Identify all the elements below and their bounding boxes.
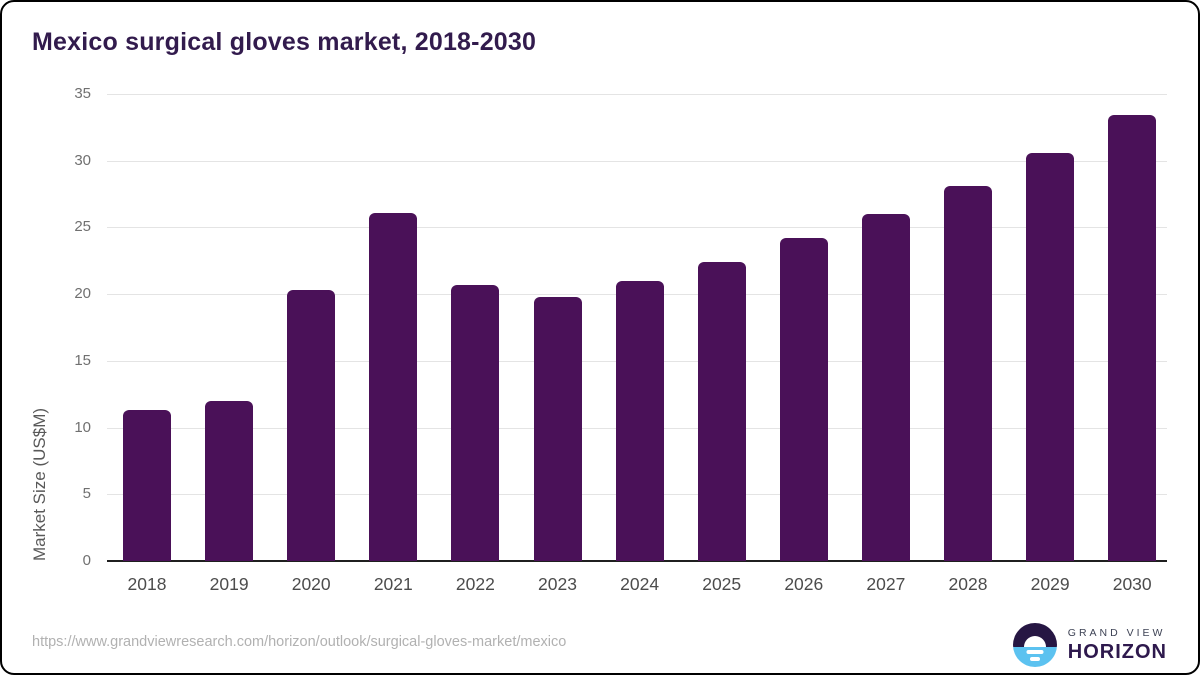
bar-2025 [697, 262, 746, 561]
bar-2023 [533, 296, 582, 561]
bar-2024 [615, 280, 664, 561]
gridline-y35 [107, 94, 1167, 95]
logo-sun [1023, 636, 1046, 647]
x-tick-label-2023: 2023 [538, 574, 577, 594]
bar-2028 [944, 186, 992, 561]
bar-2021 [369, 212, 418, 561]
logo-horizon: HORIZON [1067, 640, 1167, 663]
x-tick-label-2026: 2026 [784, 574, 824, 594]
bar-2018 [123, 410, 171, 561]
source-url: https://www.grandviewresearch.com/horizo… [32, 634, 567, 650]
y-tick-label-0: 0 [82, 552, 91, 569]
x-tick-label-2021: 2021 [373, 574, 413, 594]
x-tick-label-2030: 2030 [1112, 574, 1152, 594]
bar-2027 [861, 214, 910, 561]
x-tick-label-2024: 2024 [620, 574, 660, 594]
y-tick-label-20: 20 [74, 285, 91, 303]
y-tick-label-10: 10 [74, 418, 91, 436]
y-tick-label-30: 30 [74, 151, 91, 169]
bar-2020 [287, 290, 336, 561]
x-tick-label-2018: 2018 [127, 574, 167, 594]
x-tick-label-2019: 2019 [209, 574, 249, 594]
x-tick-label-2025: 2025 [702, 574, 742, 594]
y-tick-label-15: 15 [74, 351, 91, 369]
gridline-y30 [107, 160, 1167, 162]
logo-reflection-1 [1026, 650, 1044, 654]
y-axis-label: Market Size (US$M) [30, 407, 49, 561]
x-tick-label-2022: 2022 [455, 574, 495, 594]
bar-2019 [205, 400, 254, 561]
brand-logo: GRAND VIEW HORIZON [1012, 623, 1167, 667]
logo-reflection-2 [1029, 656, 1040, 661]
horizon-sunrise-icon [1012, 623, 1057, 667]
y-tick-label-35: 35 [74, 85, 91, 102]
y-tick-label-5: 5 [82, 485, 91, 503]
bar-2026 [779, 238, 828, 561]
logo-grand-view: GRAND VIEW [1067, 626, 1166, 639]
x-tick-label-2027: 2027 [866, 574, 906, 594]
x-tick-label-2028: 2028 [948, 574, 988, 594]
page-title: Mexico surgical gloves market, 2018-2030 [32, 28, 537, 56]
y-tick-label-25: 25 [74, 218, 91, 236]
bar-2022 [451, 284, 500, 561]
plot-area: 0 5 10 15 20 25 30 35 2018 2019 2020 2021 2022 2023 20… [74, 85, 1167, 594]
gridline-y25 [107, 227, 1167, 229]
bar-2029 [1026, 152, 1075, 561]
x-axis-line [107, 560, 1167, 562]
bar-2030 [1108, 115, 1157, 561]
logo-text: GRAND VIEW HORIZON [1068, 627, 1167, 664]
x-tick-label-2029: 2029 [1030, 574, 1070, 594]
x-tick-label-2020: 2020 [291, 574, 331, 594]
